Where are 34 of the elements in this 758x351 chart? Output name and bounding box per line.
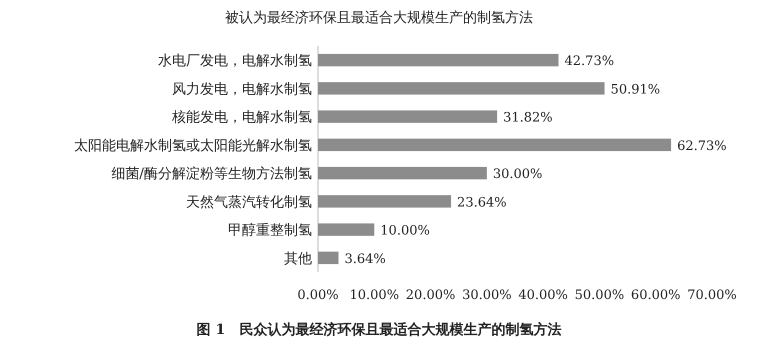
x-tick-label: 50.00% xyxy=(574,288,624,303)
y-tick-label: 天然气蒸汽转化制氢 xyxy=(186,194,312,210)
data-label: 62.73% xyxy=(677,138,727,154)
bar xyxy=(318,82,605,95)
y-tick-label: 风力发电，电解水制氢 xyxy=(172,81,312,98)
data-label: 3.64% xyxy=(344,252,386,267)
y-tick-label: 核能发电，电解水制氢 xyxy=(171,110,312,126)
x-tick-label: 60.00% xyxy=(630,288,681,303)
bar xyxy=(318,195,452,208)
data-label: 42.73% xyxy=(564,54,614,70)
bar xyxy=(318,54,559,66)
x-tick-label: 0.00% xyxy=(297,288,339,303)
y-tick-label: 甲醇重整制氢 xyxy=(228,222,312,239)
x-tick-label: 20.00% xyxy=(406,288,456,303)
y-tick-label: 太阳能电解水制氢或太阳能光解水制氢 xyxy=(74,138,312,154)
data-label: 31.82% xyxy=(503,110,553,126)
chart-title: 被认为最经济环保且最适合大规模生产的制氢方法 xyxy=(225,10,533,26)
bar xyxy=(318,252,338,264)
data-label: 30.00% xyxy=(492,167,542,182)
y-tick-label: 细菌/酶分解淀粉等生物方法制氢 xyxy=(111,166,312,182)
bar xyxy=(318,166,487,180)
y-tick-label: 其他 xyxy=(284,250,312,267)
bar xyxy=(318,110,498,123)
data-label: 50.91% xyxy=(610,82,660,98)
x-tick-label: 10.00% xyxy=(349,288,400,303)
caption: 图 1 民众认为最经济环保且最适合大规模生产的制氢方法 xyxy=(196,321,562,338)
data-label: 23.64% xyxy=(457,195,507,210)
data-label: 10.00% xyxy=(380,224,430,239)
x-tick-label: 40.00% xyxy=(518,288,568,303)
x-tick-label: 30.00% xyxy=(462,288,512,303)
x-tick-label: 70.00% xyxy=(687,288,737,303)
y-tick-label: 水电厂发电，电解水制氢 xyxy=(158,53,312,70)
bar xyxy=(318,138,672,152)
bar xyxy=(318,223,374,236)
